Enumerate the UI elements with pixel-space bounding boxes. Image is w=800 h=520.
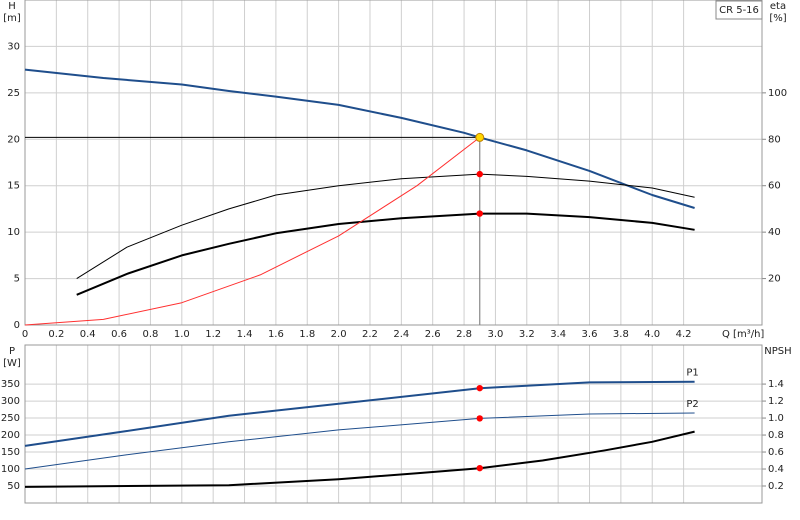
y2-axis-label: eta bbox=[770, 1, 786, 12]
curve bbox=[76, 173, 695, 280]
y-tick-label: 50 bbox=[7, 481, 20, 492]
y2-tick-label: 0.8 bbox=[768, 430, 784, 441]
title-box bbox=[715, 0, 763, 20]
operating-point bbox=[476, 415, 483, 422]
x-tick-label: 0.6 bbox=[111, 329, 127, 340]
x-tick-label: 0.4 bbox=[80, 329, 96, 340]
x-tick-label: 1.6 bbox=[268, 329, 284, 340]
y2-tick-label: 0.4 bbox=[768, 464, 784, 475]
y-tick-label: 0 bbox=[14, 320, 20, 331]
x-tick-label: 1.2 bbox=[205, 329, 221, 340]
x-tick-label: 1.0 bbox=[174, 329, 190, 340]
x-tick-label: 3.2 bbox=[519, 329, 535, 340]
y-tick-label: 20 bbox=[7, 134, 20, 145]
y-tick-label: 10 bbox=[7, 227, 20, 238]
y2-axis-label: [%] bbox=[769, 13, 786, 24]
x-tick-label: 0.8 bbox=[142, 329, 158, 340]
y-tick-label: 30 bbox=[7, 41, 20, 52]
curve-label: P2 bbox=[686, 399, 698, 410]
x-axis-label: Q [m³/h] bbox=[722, 329, 764, 340]
x-tick-label: 2.4 bbox=[393, 329, 409, 340]
y2-tick-label: 1.0 bbox=[768, 413, 784, 424]
x-tick-label: 2.2 bbox=[362, 329, 378, 340]
curve bbox=[76, 212, 695, 296]
x-tick-label: 3.0 bbox=[487, 329, 503, 340]
y-tick-label: 5 bbox=[14, 274, 20, 285]
y-tick-label: 350 bbox=[1, 379, 20, 390]
x-tick-label: 4.0 bbox=[644, 329, 660, 340]
y-tick-label: 25 bbox=[7, 88, 20, 99]
curve bbox=[24, 412, 695, 470]
y-tick-label: 200 bbox=[1, 430, 20, 441]
y-tick-label: 150 bbox=[1, 447, 20, 458]
x-tick-label: 2.8 bbox=[456, 329, 472, 340]
x-tick-label: 1.8 bbox=[299, 329, 315, 340]
x-tick-label: 4.2 bbox=[676, 329, 692, 340]
plot-frame bbox=[24, 344, 763, 504]
curve bbox=[24, 380, 695, 447]
y2-tick-label: 40 bbox=[768, 227, 781, 238]
operating-point bbox=[476, 170, 483, 178]
y2-tick-label: 1.2 bbox=[768, 396, 784, 407]
x-tick-label: 0.2 bbox=[48, 329, 64, 340]
operating-point bbox=[476, 210, 483, 217]
x-tick-label: 3.4 bbox=[550, 329, 566, 340]
y-axis-label: [W] bbox=[3, 358, 21, 369]
operating-point bbox=[476, 384, 483, 392]
y-axis-label: P bbox=[9, 346, 15, 357]
chart-title: CR 5-16 bbox=[719, 5, 759, 16]
y-axis-label: [m] bbox=[3, 13, 21, 24]
x-tick-label: 0 bbox=[22, 329, 28, 340]
curve-label: P1 bbox=[686, 368, 698, 379]
y-tick-label: 15 bbox=[7, 181, 20, 192]
y2-tick-label: 20 bbox=[768, 274, 781, 285]
x-tick-label: 1.4 bbox=[237, 329, 253, 340]
y-tick-label: 250 bbox=[1, 413, 20, 424]
x-tick-label: 2.0 bbox=[331, 329, 347, 340]
y2-tick-label: 1.4 bbox=[768, 379, 784, 390]
x-tick-label: 3.8 bbox=[613, 329, 629, 340]
plot-frame bbox=[24, 0, 763, 326]
x-tick-label: 2.6 bbox=[425, 329, 441, 340]
y2-tick-label: 100 bbox=[768, 88, 787, 99]
y2-tick-label: 0.2 bbox=[768, 481, 784, 492]
curve bbox=[24, 68, 695, 209]
x-tick-label: 3.6 bbox=[582, 329, 598, 340]
y2-tick-label: 80 bbox=[768, 134, 781, 145]
y-tick-label: 300 bbox=[1, 396, 20, 407]
y2-axis-label: NPSH bbox=[764, 346, 791, 357]
curve bbox=[24, 137, 481, 326]
y2-tick-label: 60 bbox=[768, 181, 781, 192]
y2-tick-label: 0.6 bbox=[768, 447, 784, 458]
operating-point bbox=[475, 132, 485, 142]
y-tick-label: 100 bbox=[1, 464, 20, 475]
y-axis-label: H bbox=[8, 1, 16, 12]
operating-point bbox=[476, 464, 483, 472]
